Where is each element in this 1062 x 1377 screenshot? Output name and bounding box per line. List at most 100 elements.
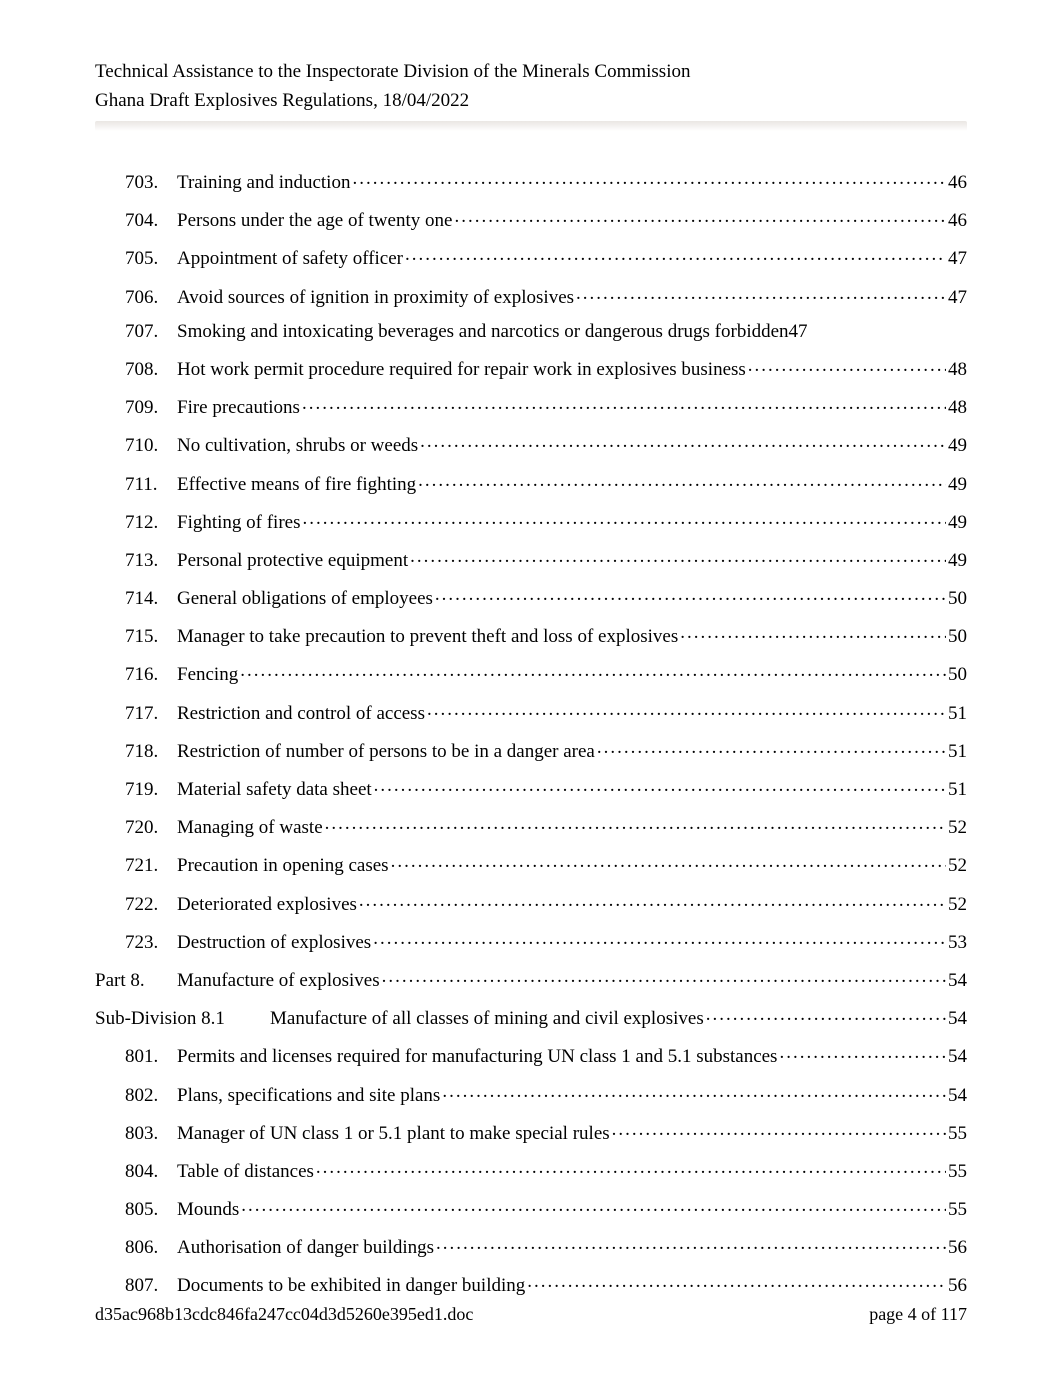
table-of-contents: 703.Training and induction46704.Persons …	[95, 169, 967, 1295]
toc-entry-number: 715.	[95, 627, 177, 646]
toc-entry-title: Manufacture of all classes of mining and…	[270, 1009, 704, 1028]
toc-row: 706.Avoid sources of ignition in proximi…	[95, 284, 967, 307]
toc-row: 804.Table of distances55	[95, 1158, 967, 1181]
toc-entry-number: Part 8.	[95, 971, 177, 990]
toc-row: 713.Personal protective equipment49	[95, 547, 967, 570]
toc-entry-title: General obligations of employees	[177, 589, 433, 608]
toc-entry-page: 54	[948, 971, 967, 990]
toc-entry-page: 49	[948, 513, 967, 532]
toc-row: 710.No cultivation, shrubs or weeds49	[95, 432, 967, 455]
toc-leader-dots	[748, 356, 946, 375]
toc-entry-title: Deteriorated explosives	[177, 895, 357, 914]
toc-leader-dots	[382, 967, 946, 986]
toc-leader-dots	[418, 471, 946, 490]
toc-entry-title: Manufacture of explosives	[177, 971, 380, 990]
toc-entry-title: Mounds	[177, 1200, 239, 1219]
toc-row: 719.Material safety data sheet51	[95, 776, 967, 799]
toc-row: 718.Restriction of number of persons to …	[95, 738, 967, 761]
toc-entry-title: Effective means of fire fighting	[177, 475, 416, 494]
toc-leader-dots	[405, 245, 946, 264]
toc-entry-page: 48	[948, 398, 967, 417]
toc-leader-dots	[436, 1234, 946, 1253]
toc-leader-dots	[576, 284, 946, 303]
toc-row: 722.Deteriorated explosives 52	[95, 891, 967, 914]
toc-leader-dots	[442, 1082, 946, 1101]
toc-entry-page: 54	[948, 1047, 967, 1066]
toc-row: 707.Smoking and intoxicating beverages a…	[95, 322, 967, 341]
toc-entry-page: 51	[948, 704, 967, 723]
toc-entry-page: 47	[948, 249, 967, 268]
toc-leader-dots	[373, 929, 946, 948]
toc-leader-dots	[597, 738, 946, 757]
toc-leader-dots	[706, 1005, 946, 1024]
toc-entry-title: Material safety data sheet	[177, 780, 372, 799]
page-header: Technical Assistance to the Inspectorate…	[95, 58, 967, 115]
toc-entry-number: 807.	[95, 1276, 177, 1295]
toc-entry-title: Manager to take precaution to prevent th…	[177, 627, 678, 646]
toc-leader-dots	[680, 623, 946, 642]
toc-entry-number: 716.	[95, 665, 177, 684]
toc-entry-number: 805.	[95, 1200, 177, 1219]
toc-entry-number: 714.	[95, 589, 177, 608]
toc-leader-dots	[316, 1158, 946, 1177]
toc-entry-number: 708.	[95, 360, 177, 379]
toc-leader-dots	[302, 394, 946, 413]
toc-row: Sub-Division 8.1Manufacture of all class…	[95, 1005, 967, 1028]
toc-entry-page: 56	[948, 1238, 967, 1257]
toc-leader-dots	[374, 776, 946, 795]
toc-row: 723.Destruction of explosives53	[95, 929, 967, 952]
toc-entry-title: Persons under the age of twenty one	[177, 211, 452, 230]
header-separator	[95, 121, 967, 135]
toc-entry-page: 47	[789, 322, 808, 341]
toc-entry-page: 51	[948, 742, 967, 761]
toc-entry-page: 55	[948, 1200, 967, 1219]
toc-row: 709.Fire precautions48	[95, 394, 967, 417]
toc-leader-dots	[435, 585, 946, 604]
toc-row: 720.Managing of waste52	[95, 814, 967, 837]
toc-entry-number: 711.	[95, 475, 177, 494]
toc-leader-dots	[527, 1272, 946, 1291]
toc-leader-dots	[303, 509, 947, 528]
toc-row: 721.Precaution in opening cases52	[95, 852, 967, 875]
toc-entry-number: 721.	[95, 856, 177, 875]
toc-entry-number: 806.	[95, 1238, 177, 1257]
toc-entry-title: No cultivation, shrubs or weeds	[177, 436, 418, 455]
toc-entry-page: 52	[948, 818, 967, 837]
toc-row: 704.Persons under the age of twenty one 4…	[95, 207, 967, 230]
toc-entry-number: 705.	[95, 249, 177, 268]
toc-leader-dots	[352, 169, 946, 188]
toc-entry-title: Authorisation of danger buildings	[177, 1238, 434, 1257]
toc-entry-number: 723.	[95, 933, 177, 952]
toc-leader-dots	[241, 1196, 946, 1215]
toc-entry-number: 713.	[95, 551, 177, 570]
toc-leader-dots	[359, 891, 946, 910]
toc-row: 705.Appointment of safety officer 47	[95, 245, 967, 268]
toc-entry-title: Restriction and control of access	[177, 704, 425, 723]
toc-entry-number: 720.	[95, 818, 177, 837]
toc-entry-title: Fencing	[177, 665, 238, 684]
toc-entry-page: 50	[948, 627, 967, 646]
toc-leader-dots	[240, 661, 946, 680]
toc-row: 802.Plans, specifications and site plans…	[95, 1082, 967, 1105]
toc-row: 801.Permits and licenses required for ma…	[95, 1043, 967, 1066]
toc-leader-dots	[779, 1043, 946, 1062]
toc-entry-title: Table of distances	[177, 1162, 314, 1181]
toc-entry-page: 52	[948, 895, 967, 914]
toc-row: 716.Fencing50	[95, 661, 967, 684]
toc-entry-number: Sub-Division 8.1	[95, 1009, 270, 1028]
toc-entry-title: Precaution in opening cases	[177, 856, 389, 875]
toc-row: 717.Restriction and control of access 51	[95, 700, 967, 723]
toc-leader-dots	[612, 1120, 946, 1139]
toc-entry-number: 722.	[95, 895, 177, 914]
toc-entry-title: Appointment of safety officer	[177, 249, 403, 268]
toc-entry-title: Personal protective equipment	[177, 551, 408, 570]
toc-entry-number: 704.	[95, 211, 177, 230]
toc-entry-page: 46	[948, 211, 967, 230]
toc-entry-number: 719.	[95, 780, 177, 799]
toc-entry-number: 717.	[95, 704, 177, 723]
header-line-1: Technical Assistance to the Inspectorate…	[95, 58, 967, 87]
toc-entry-number: 712.	[95, 513, 177, 532]
toc-entry-page: 49	[948, 436, 967, 455]
toc-leader-dots	[410, 547, 946, 566]
toc-row: 807.Documents to be exhibited in danger …	[95, 1272, 967, 1295]
